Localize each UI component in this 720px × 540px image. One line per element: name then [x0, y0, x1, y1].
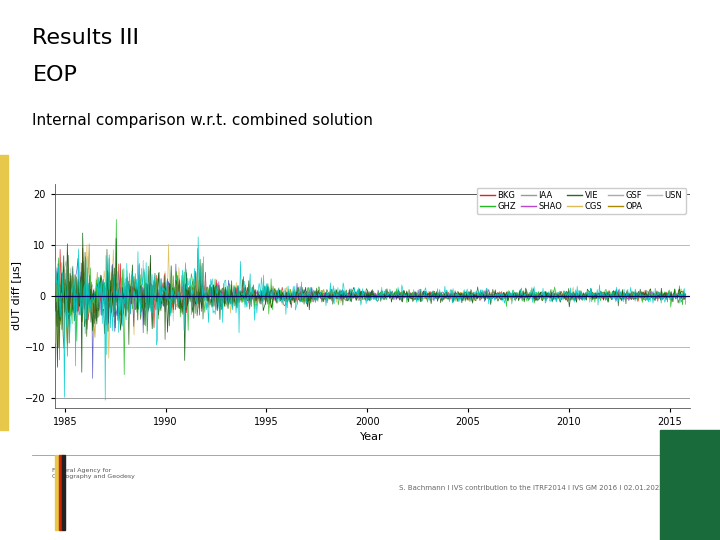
Text: S. Bachmann I IVS contribution to the ITRF2014 I IVS GM 2016 I 02.01.2022 I Page: S. Bachmann I IVS contribution to the IT… [400, 485, 698, 491]
Text: EOP: EOP [32, 65, 77, 85]
Text: Internal comparison w.r.t. combined solution: Internal comparison w.r.t. combined solu… [32, 113, 373, 128]
X-axis label: Year: Year [361, 433, 384, 442]
Y-axis label: dUT diff [µs]: dUT diff [µs] [12, 261, 22, 330]
Text: Results III: Results III [32, 28, 140, 48]
Legend: BKG, GHZ, IAA, SHAO, VIE, CGS, GSF, OPA, USN: BKG, GHZ, IAA, SHAO, VIE, CGS, GSF, OPA,… [477, 188, 685, 214]
Text: Federal Agency for
Cartography and Geodesy: Federal Agency for Cartography and Geode… [52, 468, 135, 479]
